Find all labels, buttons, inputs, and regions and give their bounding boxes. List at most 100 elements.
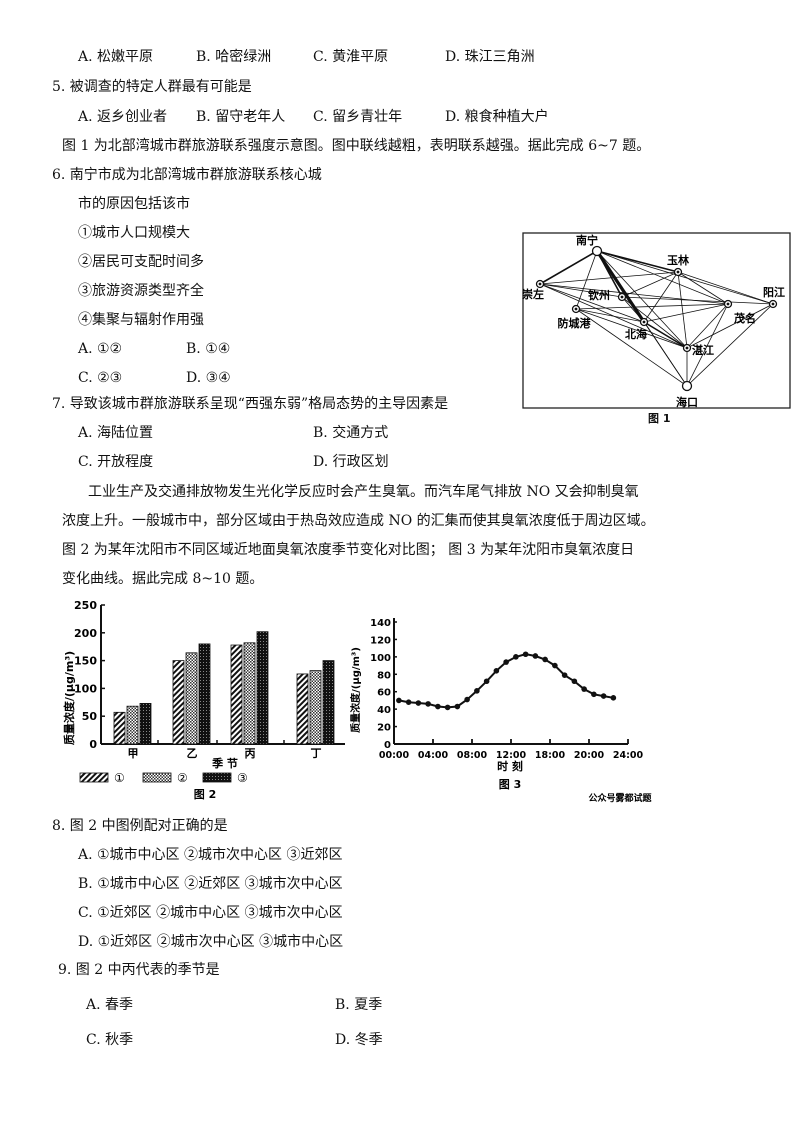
city-node-dot bbox=[726, 302, 730, 306]
city-node-dot bbox=[676, 270, 680, 274]
bar-甲-① bbox=[113, 711, 126, 745]
passage-line-4: 变化曲线。据此完成 8~10 题。 bbox=[62, 571, 264, 587]
q6-item-1: ①城市人口规模大 bbox=[78, 225, 190, 241]
figure-2-bar-chart: 050100150200250甲乙丙丁① ② ③ 质量浓度/(μg/m³) 季 节 … bbox=[62, 599, 345, 801]
data-point bbox=[561, 672, 568, 678]
passage-line-1: 工业生产及交通排放物发生光化学反应时会产生臭氧。而汽车尾气排放 NO 又会抑制臭… bbox=[88, 484, 639, 500]
legend-swatch-② bbox=[142, 772, 172, 783]
q7-option-a: A. 海陆位置 bbox=[78, 425, 154, 441]
network-link bbox=[539, 271, 679, 285]
x-tick-label: 丁 bbox=[311, 747, 322, 760]
q8-option-b: B. ①城市中心区 ②近郊区 ③城市次中心区 bbox=[78, 876, 343, 892]
y-tick-label: 40 bbox=[377, 705, 391, 716]
network-link bbox=[677, 271, 729, 305]
city-node-dot bbox=[620, 295, 624, 299]
q5-stem: 5. 被调查的特定人群最有可能是 bbox=[52, 79, 252, 95]
data-point bbox=[396, 697, 402, 704]
network-link bbox=[686, 303, 774, 387]
data-point bbox=[464, 696, 470, 703]
network-link bbox=[596, 250, 729, 305]
y-tick-label: 100 bbox=[370, 653, 391, 664]
q6-item-3: ③旅游资源类型齐全 bbox=[78, 283, 204, 299]
q5-option-a: A. 返乡创业者 bbox=[78, 109, 168, 125]
q7-stem: 7. 导致该城市群旅游联系呈现“西强东弱”格局态势的主导因素是 bbox=[52, 396, 449, 412]
data-point bbox=[610, 695, 617, 701]
figure-3-y-label: 质量浓度/(μg/m³) bbox=[349, 647, 362, 733]
q9-option-d: D. 冬季 bbox=[335, 1032, 383, 1048]
network-link bbox=[575, 308, 688, 349]
figure-3-x-label: 时 刻 bbox=[497, 759, 523, 773]
network-link bbox=[677, 271, 688, 349]
q6-stem: 6. 南宁市成为北部湾城市群旅游联系核心城 bbox=[52, 167, 322, 183]
city-label: 海口 bbox=[676, 395, 698, 409]
city-node-dot bbox=[642, 320, 646, 324]
data-point bbox=[600, 693, 607, 699]
q9-stem: 9. 图 2 中丙代表的季节是 bbox=[58, 962, 220, 978]
city-label: 钦州 bbox=[588, 288, 610, 302]
q4-option-c: C. 黄淮平原 bbox=[313, 49, 389, 65]
y-tick-label: 120 bbox=[370, 635, 391, 646]
city-label: 玉林 bbox=[667, 253, 689, 267]
city-node-dot bbox=[771, 302, 775, 306]
network-link bbox=[677, 271, 774, 305]
y-tick-label: 0 bbox=[89, 738, 97, 751]
city-label: 茂名 bbox=[734, 311, 756, 325]
q4-option-d: D. 珠江三角洲 bbox=[445, 49, 535, 65]
network-link bbox=[643, 321, 688, 349]
figure-2-x-label: 季 节 bbox=[211, 756, 238, 770]
network-link bbox=[643, 321, 688, 387]
data-point bbox=[474, 688, 480, 694]
x-tick-label: 20:00 bbox=[574, 750, 605, 761]
city-node-dot bbox=[685, 346, 689, 350]
q4-option-b: B. 哈密绿洲 bbox=[196, 49, 272, 65]
q8-stem: 8. 图 2 中图例配对正确的是 bbox=[52, 818, 228, 834]
q8-option-a: A. ①城市中心区 ②城市次中心区 ③近郊区 bbox=[78, 847, 343, 863]
x-tick-label: 00:00 bbox=[379, 750, 410, 761]
y-tick-label: 0 bbox=[384, 740, 391, 751]
data-point bbox=[425, 701, 431, 707]
q9-option-a: A. 春季 bbox=[86, 997, 134, 1013]
data-point bbox=[415, 700, 422, 706]
data-point bbox=[405, 699, 412, 705]
figure-3-caption: 图 3 bbox=[499, 778, 521, 791]
x-tick-label: 甲 bbox=[128, 747, 139, 760]
figure-3-watermark: 公众号雾都试题 bbox=[588, 792, 652, 804]
bar-丙-① bbox=[230, 644, 243, 745]
data-point bbox=[503, 659, 509, 665]
legend-swatch-① bbox=[79, 772, 109, 783]
city-label: 阳江 bbox=[763, 285, 785, 299]
city-label: 南宁 bbox=[576, 233, 598, 247]
q7-option-d: D. 行政区划 bbox=[313, 454, 389, 470]
x-tick-label: 24:00 bbox=[613, 750, 644, 761]
city-label: 防城港 bbox=[558, 316, 592, 330]
data-point bbox=[581, 686, 587, 692]
network-link bbox=[643, 303, 729, 323]
q5-option-d: D. 粮食种植大户 bbox=[445, 109, 549, 125]
x-tick-label: 04:00 bbox=[418, 750, 449, 761]
city-label: 崇左 bbox=[522, 287, 544, 301]
bar-甲-② bbox=[126, 705, 139, 745]
q7-option-c: C. 开放程度 bbox=[78, 454, 154, 470]
figure-2-y-label: 质量浓度/(μg/m³) bbox=[62, 651, 76, 745]
data-point bbox=[513, 654, 519, 660]
q6-option-a: A. ①② bbox=[78, 341, 123, 357]
bar-丁-① bbox=[296, 673, 309, 745]
network-link bbox=[621, 296, 688, 349]
network-link bbox=[686, 303, 729, 387]
figure-2-caption: 图 2 bbox=[194, 788, 216, 801]
legend-swatch-③ bbox=[202, 772, 232, 783]
legend-label: ③ bbox=[237, 771, 248, 785]
city-node-dot bbox=[574, 307, 578, 311]
x-tick-label: 乙 bbox=[187, 747, 198, 760]
network-link bbox=[596, 250, 679, 273]
y-tick-label: 140 bbox=[370, 618, 391, 629]
q6-item-2: ②居民可支配时间多 bbox=[78, 254, 204, 270]
q7-option-b: B. 交通方式 bbox=[313, 425, 389, 441]
city-node-dot bbox=[538, 282, 542, 286]
data-point bbox=[542, 656, 548, 663]
figure-1-caption: 图 1 bbox=[648, 412, 671, 425]
bar-甲-③ bbox=[139, 703, 152, 745]
network-link bbox=[643, 271, 679, 323]
x-tick-label: 18:00 bbox=[535, 750, 566, 761]
data-point bbox=[522, 651, 529, 658]
